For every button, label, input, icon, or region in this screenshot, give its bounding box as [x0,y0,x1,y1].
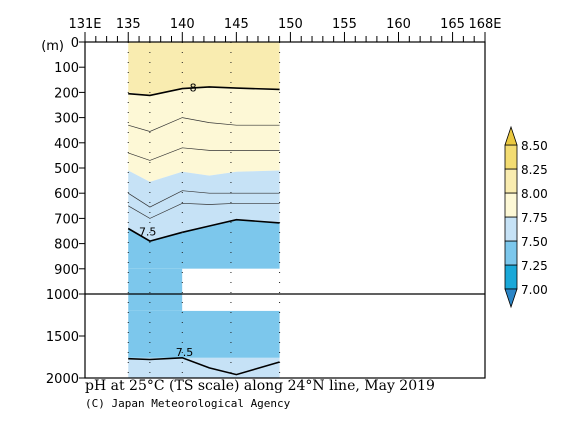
contour-line-0 [128,86,280,97]
x-tick-label-168: 168E [468,17,501,32]
colorbar-extend-high [504,125,518,146]
station-markers [127,42,281,378]
colorbar-box-4 [504,168,518,194]
x-tick-label-165: 165 [440,17,465,32]
colorbar-label-5: 8.25 [521,163,548,177]
isoline-3 [128,202,280,219]
x-tick-label-145: 145 [224,17,249,32]
isoline-0 [128,117,280,132]
y-tick-label-100: 100 [54,61,79,76]
colorbar-box-1 [504,240,518,266]
fill-band-1 [128,86,280,182]
x-tick-label-155: 155 [332,17,357,32]
colorbar-extend-low [504,288,518,309]
colorbar-label-6: 8.50 [521,139,548,153]
x-tick-label-131: 131E [68,17,101,32]
y-tick-label-400: 400 [54,137,79,152]
plot-frame [84,41,486,379]
isoline-1 [128,147,280,161]
contour-label-0: 8 [190,82,197,95]
colorbar-box-0 [504,264,518,290]
colorbar-box-5 [504,144,518,170]
y-tick-label-1500: 1500 [46,330,79,345]
isoline-2 [128,190,280,208]
y-tick-label-2000: 2000 [46,372,79,387]
y-tick-label-600: 600 [54,187,79,202]
y-tick-label-800: 800 [54,238,79,253]
contour-fills [128,42,281,378]
colorbar: 7.00 7.25 7.50 7.75 8.00 8.25 8.50 [504,125,548,309]
fill-deep-mid [128,310,280,358]
colorbar-box-3 [504,192,518,218]
y-tick-label-500: 500 [54,162,79,177]
colorbar-label-4: 8.00 [521,187,548,201]
chart-credit: (C) Japan Meteorological Agency [85,397,291,410]
y-tick-label-0: 0 [71,36,79,51]
contour-line-2 [128,356,280,376]
no-data-gap [182,268,281,311]
y-unit-label: (m) [41,39,64,54]
x-tick-label-135: 135 [116,17,141,32]
fill-band-2 [128,170,280,242]
y-tick-label-700: 700 [54,212,79,227]
colorbar-label-3: 7.75 [521,211,548,225]
colorbar-label-2: 7.50 [521,235,548,249]
x-tick-label-150: 150 [278,17,303,32]
x-tick-label-160: 160 [386,17,411,32]
axes: 131E 135 140 145 150 155 160 165 168E (m) 0 100 200 3… [41,17,501,387]
contour-label-1: 7.5 [139,225,157,238]
contour-lines: 8 7.5 7.5 [127,82,280,376]
contour-line-1 [127,218,280,242]
contour-label-2: 7.5 [176,346,194,359]
colorbar-label-1: 7.25 [521,259,548,273]
fill-deep-west [128,268,183,311]
chart-title: pH at 25°C (TS scale) along 24°N line, M… [85,378,435,394]
x-tick-label-140: 140 [170,17,195,32]
y-tick-label-900: 900 [54,263,79,278]
y-tick-label-200: 200 [54,86,79,101]
fill-band-3 [128,219,280,269]
colorbar-label-0: 7.00 [521,283,548,297]
fill-band-0 [128,42,280,95]
y-tick-label-300: 300 [54,112,79,127]
colorbar-box-2 [504,216,518,242]
y-tick-label-1000: 1000 [46,288,79,303]
